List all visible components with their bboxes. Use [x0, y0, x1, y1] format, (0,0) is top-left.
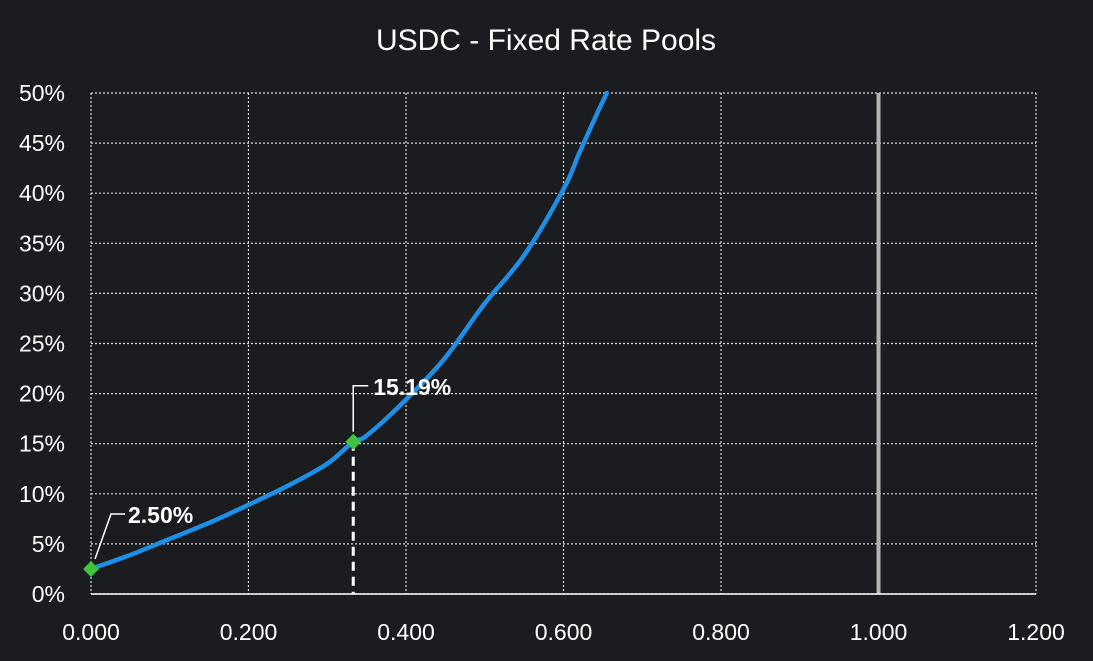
y-tick-label: 15% — [19, 431, 65, 457]
y-tick-label: 10% — [19, 481, 65, 507]
data-label-leader — [94, 513, 125, 560]
y-tick-label: 20% — [19, 381, 65, 407]
x-tick-label: 1.000 — [850, 619, 908, 645]
y-tick-label: 5% — [32, 531, 65, 557]
x-tick-label: 0.800 — [692, 619, 750, 645]
axes: 0% 5% 10% 15% 20% 25% 30% 35% 40% 45% 50% 0.000 0.20… — [19, 80, 1065, 645]
x-tick-label: 0.400 — [377, 619, 435, 645]
chart-title: USDC - Fixed Rate Pools — [376, 24, 716, 57]
data-label-leader — [352, 385, 369, 432]
y-tick-label: 25% — [19, 331, 65, 357]
y-tick-label: 30% — [19, 280, 65, 306]
y-tick-label: 0% — [32, 581, 65, 607]
y-tick-label: 50% — [19, 80, 65, 106]
data-point-marker — [345, 433, 362, 450]
reference-lines — [351, 93, 881, 594]
series-layer — [88, 90, 610, 572]
highlight-points: 2.50% 15.19% — [83, 374, 451, 577]
y-tick-label: 45% — [19, 130, 65, 156]
series-line — [88, 90, 610, 572]
y-tick-label: 40% — [19, 180, 65, 206]
x-tick-label: 1.200 — [1007, 619, 1065, 645]
data-label: 15.19% — [373, 374, 451, 400]
x-tick-label: 0.600 — [535, 619, 593, 645]
data-label: 2.50% — [128, 502, 193, 528]
x-tick-label: 0.000 — [62, 619, 120, 645]
data-point-marker — [83, 560, 99, 577]
x-tick-label: 0.200 — [220, 619, 278, 645]
gridlines — [90, 92, 1037, 595]
y-tick-label: 35% — [19, 230, 65, 256]
